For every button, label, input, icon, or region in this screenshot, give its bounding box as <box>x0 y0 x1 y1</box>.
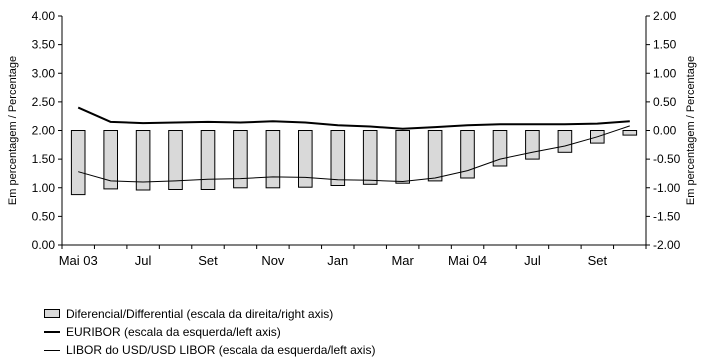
left-tick-label: 3.00 <box>32 66 56 80</box>
left-tick-label: 1.00 <box>32 181 56 195</box>
left-tick-label: 3.50 <box>32 38 56 52</box>
right-tick-label: 0.50 <box>653 95 677 109</box>
right-tick-label: -1.00 <box>653 181 681 195</box>
right-tick-label: 2.00 <box>653 9 677 23</box>
plot-area: 0.00 0.50 1.00 1.50 2.00 2.50 3.00 3.50 4.00 -2.0… <box>7 9 697 268</box>
x-tick-label: Jul <box>524 253 541 268</box>
right-tick-label: -1.50 <box>653 209 681 223</box>
legend-item-differential: Diferencial/Differential (escala da dire… <box>44 305 375 323</box>
x-tick-label: Mai 04 <box>448 253 487 268</box>
legend-item-euribor: EURIBOR (escala da esquerda/left axis) <box>44 323 375 341</box>
bar-differential <box>200 130 216 190</box>
bar-differential <box>135 130 151 191</box>
legend-item-usd-libor: LIBOR do USD/USD LIBOR (escala da esquer… <box>44 341 375 359</box>
bar-differential <box>492 130 508 167</box>
bar-differential <box>362 130 378 185</box>
bar-differential <box>557 130 573 153</box>
bar-differential <box>168 130 183 190</box>
right-tick-label: 1.00 <box>653 66 677 80</box>
left-tick-label: 0.50 <box>32 209 56 223</box>
right-tick-label: -0.50 <box>653 152 681 166</box>
line-usd-libor <box>78 125 630 183</box>
right-tick-label: 1.50 <box>653 38 677 52</box>
right-tick-label: -2.00 <box>653 238 681 252</box>
left-tick-label: 2.00 <box>32 124 56 138</box>
bar-differential <box>460 130 475 179</box>
x-tick-label: Jan <box>327 253 348 268</box>
bar-differential <box>103 130 119 190</box>
left-tick-label: 4.00 <box>32 9 56 23</box>
left-tick-label: 0.00 <box>32 238 56 252</box>
bar-differential <box>395 130 410 184</box>
bar-differential <box>298 130 313 188</box>
legend-label-euribor: EURIBOR (escala da esquerda/left axis) <box>66 325 281 339</box>
right-tick-label: 0.00 <box>653 124 677 138</box>
chart: 0.00 0.50 1.00 1.50 2.00 2.50 3.00 3.50 4.00 -2.0… <box>7 9 697 268</box>
legend-label-differential: Diferencial/Differential (escala da dire… <box>66 307 334 321</box>
line-euribor <box>77 106 630 130</box>
legend-swatch-euribor <box>44 331 60 333</box>
legend-label-usd-libor: LIBOR do USD/USD LIBOR (escala da esquer… <box>66 343 376 357</box>
left-axis-title: Em percentagem / Percentage <box>7 56 19 205</box>
legend-swatch-differential <box>44 309 60 318</box>
x-tick-label: Mar <box>391 253 414 268</box>
legend-swatch-usd-libor <box>44 350 60 351</box>
bar-differential <box>427 130 443 182</box>
bar-differential <box>622 130 638 136</box>
x-tick-label: Set <box>198 253 218 268</box>
x-tick-label: Mai 03 <box>59 253 98 268</box>
x-tick-label: Set <box>588 253 608 268</box>
x-tick-label: Nov <box>261 253 285 268</box>
bar-differential <box>525 130 540 160</box>
right-axis-title: Em percentagem / Percentage <box>685 56 697 205</box>
bar-differential <box>265 130 281 189</box>
left-tick-label: 1.50 <box>32 152 56 166</box>
x-tick-label: Jul <box>135 253 152 268</box>
bar-differential <box>330 130 346 186</box>
bar-differential <box>233 130 248 189</box>
legend: Diferencial/Differential (escala da dire… <box>44 305 375 359</box>
bar-differential <box>70 130 86 196</box>
left-tick-label: 2.50 <box>32 95 56 109</box>
